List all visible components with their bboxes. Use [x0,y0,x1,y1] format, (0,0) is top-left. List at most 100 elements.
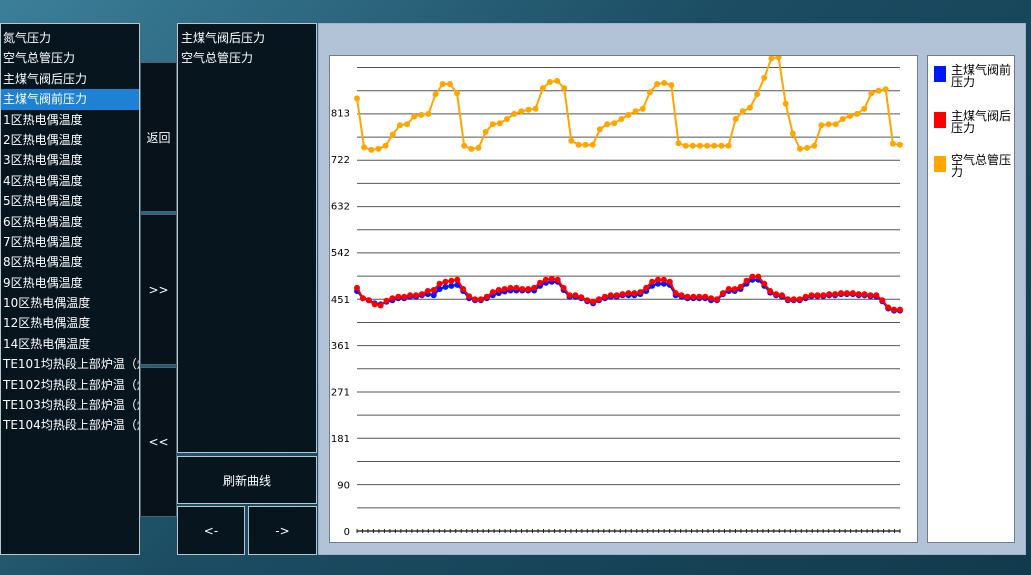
trend-chart: 0 90 181 271 361 451 542 632 722 813 [329,54,918,543]
data-point [861,105,868,112]
data-point [632,108,639,115]
data-point [854,110,861,117]
data-point [789,130,796,137]
data-point [477,296,484,303]
variable-item[interactable]: 1区热电偶温度 [3,112,83,127]
data-point [354,284,360,291]
variable-item[interactable]: 10区热电偶温度 [3,296,91,311]
variable-item[interactable]: 14区热电偶温度 [3,336,91,351]
data-point [461,142,468,149]
data-point [566,292,573,299]
data-point [418,291,425,298]
data-point [359,295,366,302]
remove-variable-button[interactable]: << [140,367,177,517]
data-point [861,291,868,298]
variable-item[interactable]: 6区热电偶温度 [3,214,83,229]
selected-variable-item[interactable]: 主煤气阀后压力 [181,31,266,45]
trend-chart-svg: 0 90 181 271 361 451 542 632 722 813 [331,54,903,538]
data-point [802,293,809,300]
variable-item[interactable]: 3区热电偶温度 [3,153,83,168]
variable-item[interactable]: TE103均热段上部炉温（炉顶 [3,398,139,413]
data-point [668,82,675,89]
data-point [436,286,443,292]
variable-item[interactable]: TE104均热段上部炉温（炉顶 [3,418,139,433]
data-point [855,291,862,298]
data-point [475,144,482,151]
data-point [401,293,408,300]
data-point [383,297,390,304]
refresh-chart-button[interactable]: 刷新曲线 [177,456,317,504]
data-point [625,111,632,118]
data-point [684,293,691,300]
data-point [613,292,620,299]
data-point [354,95,360,102]
variable-item[interactable]: 5区热电偶温度 [3,194,83,209]
selected-variable-list[interactable]: 主煤气阀后压力 空气总管压力 [177,23,317,453]
next-page-button[interactable]: -> [248,506,317,555]
variable-item[interactable]: 2区热电偶温度 [3,132,83,147]
data-point [743,277,750,284]
data-point [655,280,661,287]
data-point [513,284,520,291]
variable-item[interactable]: 8区热电偶温度 [3,255,83,270]
variable-item[interactable]: 12区热电偶温度 [3,316,91,331]
data-point [867,292,874,299]
variable-item[interactable]: 4区热电偶温度 [3,173,83,188]
variable-item[interactable]: TE101均热段上部炉温（炉顶 [3,357,139,372]
data-point [448,277,455,284]
data-point [407,292,414,299]
variable-item[interactable]: 7区热电偶温度 [3,234,83,249]
data-point [525,106,532,113]
y-tick-label: 632 [331,202,350,213]
legend-label: 主煤气阀后压力 [951,109,1012,135]
data-point [442,283,449,290]
data-point [690,293,697,300]
data-point [643,284,650,291]
variable-list[interactable]: 氮气压力空气总管压力 主煤气阀后压力主煤气阀前压力 1区热电偶温度 2区热电偶温度 3区… [0,23,140,555]
data-point [719,290,726,297]
data-point [596,126,603,133]
data-point [825,121,832,128]
data-point [625,290,632,297]
legend-swatch [934,66,946,82]
data-point [525,286,532,292]
data-point [773,291,780,298]
data-point [519,286,526,292]
variable-item[interactable]: 空气总管压力 [3,51,76,66]
data-point [575,141,582,148]
data-point [546,79,553,85]
data-point [619,291,626,298]
data-point [554,77,561,84]
data-point [436,280,443,287]
data-point [395,293,402,300]
data-point [826,291,833,298]
data-point [839,116,846,122]
data-point [675,140,682,147]
data-point [754,91,761,98]
data-point [768,55,775,62]
prev-page-button[interactable]: <- [177,506,245,555]
data-point [589,141,596,148]
data-point [804,144,811,151]
variable-item[interactable]: TE102均热段上部炉温（炉顶 [3,377,139,392]
y-tick-label: 542 [331,248,350,259]
selected-variable-item[interactable]: 空气总管压力 [181,51,254,65]
data-point [604,121,611,128]
data-point [368,146,375,153]
legend-label: 空气总管压力 [951,153,1012,179]
data-point [377,302,384,309]
data-point [732,116,739,122]
y-tick-label: 361 [331,341,350,352]
variable-item[interactable]: 9区热电偶温度 [3,275,83,290]
variable-item[interactable]: 氮气压力 [3,31,52,45]
data-point [646,89,653,96]
variable-item[interactable]: 主煤气阀后压力 [3,71,88,86]
variable-item[interactable]: 主煤气阀前压力 [1,89,139,110]
data-point [365,297,372,304]
data-point [660,280,667,287]
data-point [897,141,903,148]
add-variable-button[interactable]: >> [140,214,177,365]
data-point [495,287,502,293]
back-button[interactable]: 返回 [140,62,177,212]
data-point [796,296,803,303]
